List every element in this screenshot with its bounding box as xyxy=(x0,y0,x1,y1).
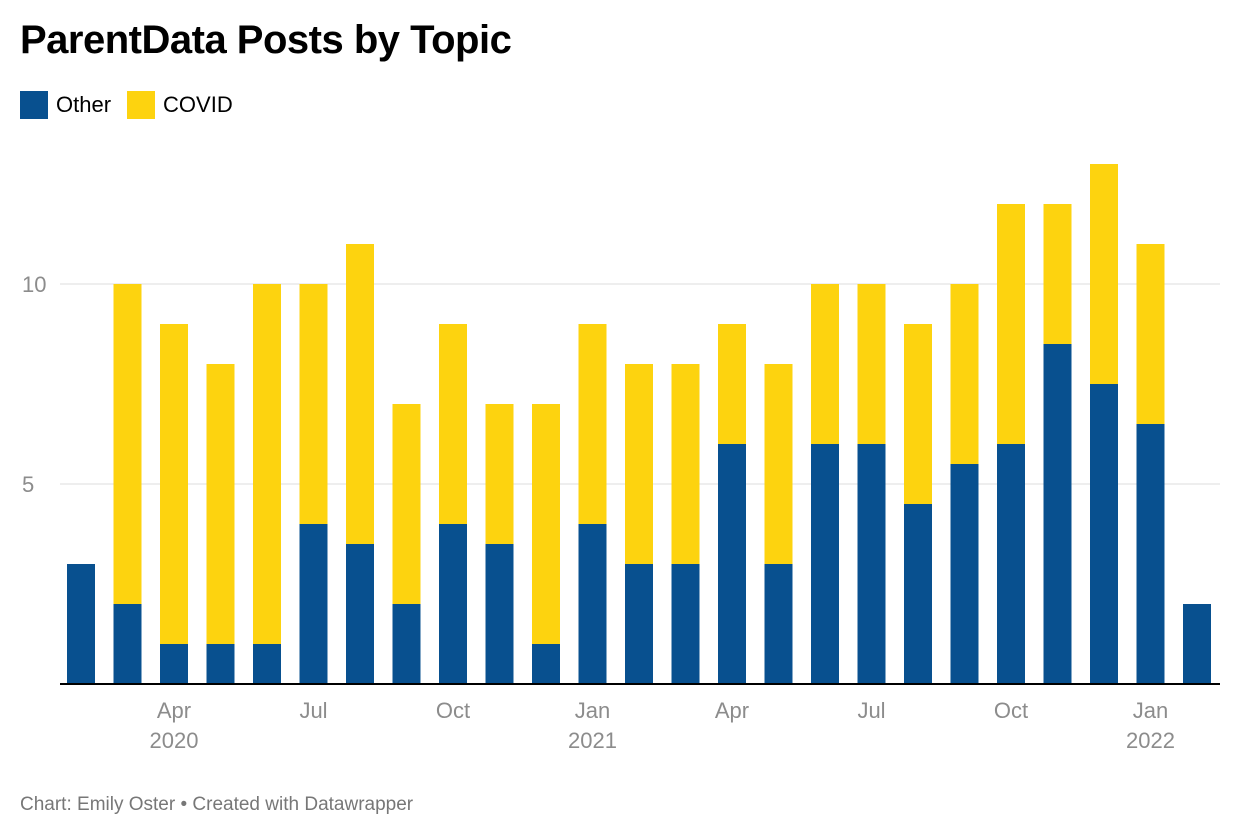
x-tick-label-month: Apr xyxy=(715,698,749,723)
bar-covid-2021-12 xyxy=(1090,164,1118,384)
x-tick-label-month: Oct xyxy=(436,698,470,723)
bar-other-2021-12 xyxy=(1090,384,1118,684)
bar-covid-2020-11 xyxy=(485,404,514,544)
bar-other-2020-07 xyxy=(299,524,328,684)
bar-other-2021-10 xyxy=(997,444,1025,684)
bar-covid-2021-08 xyxy=(904,324,932,504)
bar-covid-2021-01 xyxy=(578,324,607,524)
x-tick-label-year: 2022 xyxy=(1126,728,1175,753)
bar-covid-2021-06 xyxy=(811,284,839,444)
legend-label-other: Other xyxy=(56,92,112,117)
legend-label-covid: COVID xyxy=(163,92,233,117)
bar-other-2021-05 xyxy=(764,564,793,684)
bar-other-2022-02 xyxy=(1183,604,1211,684)
legend-item-other: Other xyxy=(20,91,111,119)
bar-other-2020-05 xyxy=(206,644,235,684)
legend-item-covid: COVID xyxy=(127,91,233,119)
x-tick-label-month: Jul xyxy=(299,698,327,723)
x-tick-label-month: Jul xyxy=(857,698,885,723)
bar-covid-2021-04 xyxy=(718,324,746,444)
chart-title: ParentData Posts by Topic xyxy=(20,18,512,62)
bar-other-2020-10 xyxy=(439,524,467,684)
bar-other-2020-11 xyxy=(485,544,514,684)
bar-other-2020-06 xyxy=(253,644,281,684)
bar-other-2022-01 xyxy=(1136,424,1165,684)
bar-other-2020-09 xyxy=(392,604,421,684)
bar-covid-2021-11 xyxy=(1043,204,1072,344)
bar-other-2021-06 xyxy=(811,444,839,684)
bar-other-2021-07 xyxy=(857,444,886,684)
x-tick-label-month: Apr xyxy=(157,698,191,723)
bar-other-2020-04 xyxy=(160,644,188,684)
bar-covid-2021-10 xyxy=(997,204,1025,444)
bar-covid-2020-08 xyxy=(346,244,374,544)
y-tick-label: 5 xyxy=(22,472,34,497)
bar-other-2020-12 xyxy=(532,644,560,684)
bar-other-2020-02 xyxy=(67,564,95,684)
x-tick-label-year: 2020 xyxy=(150,728,199,753)
bar-covid-2021-03 xyxy=(671,364,700,564)
bar-other-2021-04 xyxy=(718,444,746,684)
chart-footer: Chart: Emily Oster • Created with Datawr… xyxy=(20,794,414,815)
bar-other-2021-08 xyxy=(904,504,932,684)
bar-other-2020-03 xyxy=(113,604,142,684)
x-tick-label-year: 2021 xyxy=(568,728,617,753)
x-tick-label-month: Jan xyxy=(575,698,610,723)
bar-covid-2020-04 xyxy=(160,324,188,644)
bar-covid-2020-06 xyxy=(253,284,281,644)
bar-covid-2020-10 xyxy=(439,324,467,524)
bar-other-2021-11 xyxy=(1043,344,1072,684)
bar-covid-2021-07 xyxy=(857,284,886,444)
x-tick-label-month: Oct xyxy=(994,698,1028,723)
bar-other-2021-02 xyxy=(625,564,653,684)
bar-covid-2021-09 xyxy=(950,284,979,464)
bar-covid-2020-12 xyxy=(532,404,560,644)
bar-covid-2022-01 xyxy=(1136,244,1165,424)
bar-covid-2020-07 xyxy=(299,284,328,524)
bar-other-2020-08 xyxy=(346,544,374,684)
bar-other-2021-09 xyxy=(950,464,979,684)
x-tick-label-month: Jan xyxy=(1133,698,1168,723)
bar-covid-2020-05 xyxy=(206,364,235,644)
bar-covid-2021-05 xyxy=(764,364,793,564)
y-tick-label: 10 xyxy=(22,272,46,297)
bar-covid-2020-03 xyxy=(113,284,142,604)
legend-swatch-covid xyxy=(127,91,156,119)
bar-other-2021-01 xyxy=(578,524,607,684)
bar-covid-2021-02 xyxy=(625,364,653,564)
bar-other-2021-03 xyxy=(671,564,700,684)
bar-covid-2020-09 xyxy=(392,404,421,604)
legend-swatch-other xyxy=(20,91,48,119)
legend: Other COVID xyxy=(20,91,249,119)
